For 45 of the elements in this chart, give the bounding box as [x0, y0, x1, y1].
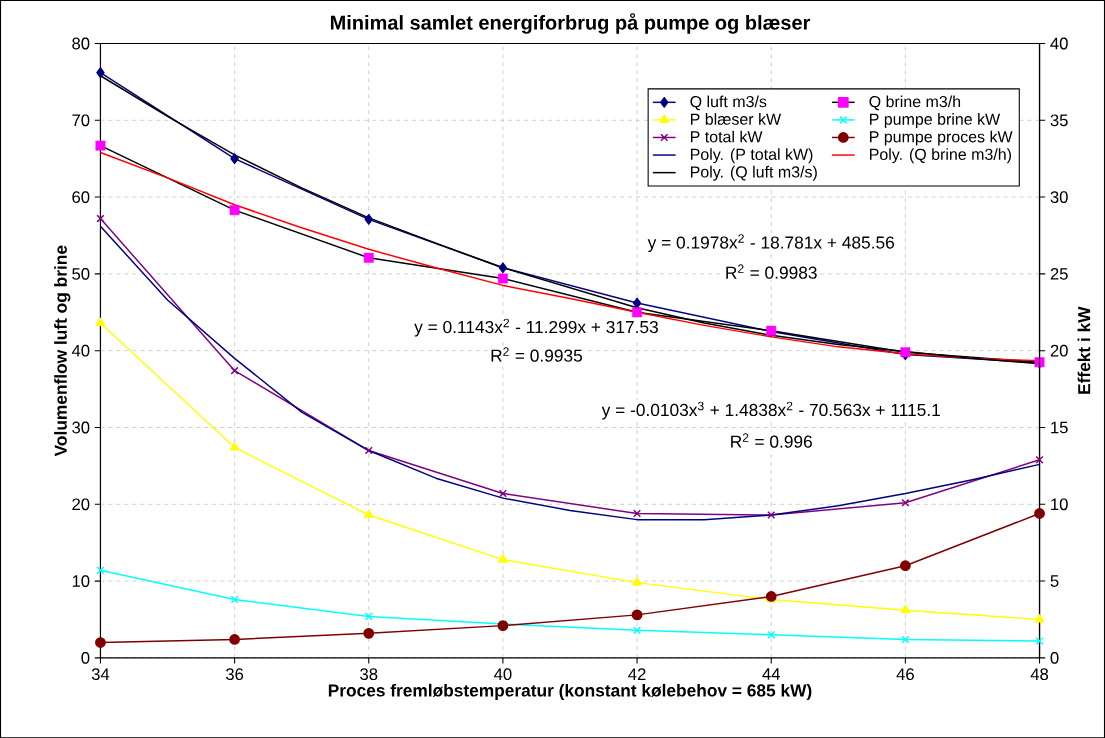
- y-tick-label: 40: [71, 344, 90, 357]
- legend-label: Q luft m3/s: [690, 95, 767, 110]
- y2-tick-label: 30: [1050, 191, 1068, 203]
- y2-tick-label: 5: [1050, 575, 1059, 587]
- y2-tick-label: 10: [1051, 498, 1068, 511]
- x-tick-label: 38: [360, 668, 378, 680]
- y-axis-title: Volumenflow luft og brine: [54, 245, 71, 457]
- annotation: y = 0.1978x$^{2}$ - 18.781x + 485.56: [647, 234, 895, 252]
- y2-tick-label: 15: [1051, 421, 1068, 434]
- x-tick-label: 48: [1030, 668, 1049, 680]
- legend-label: Poly. (Q brine m3/h): [870, 148, 1011, 163]
- x-tick-label: 34: [91, 668, 110, 680]
- legend-label: Poly. (Q luft m3/s): [690, 165, 817, 181]
- annotation: R$^{2}$ = 0.996: [731, 433, 812, 448]
- y2-tick-label: 35: [1050, 114, 1068, 127]
- legend-label: Q brine m3/h: [869, 95, 961, 110]
- y2-tick-label: 20: [1050, 344, 1068, 357]
- y2-tick-label: 25: [1050, 267, 1068, 280]
- chart-title: Minimal samlet energiforbrug på pumpe og blæser: [330, 12, 811, 34]
- x-tick-label: 44: [762, 668, 780, 680]
- y2-tick-label: 0: [1050, 651, 1059, 664]
- y-tick-label: 30: [72, 421, 90, 434]
- y-tick-label: 60: [72, 191, 90, 203]
- annotation: y = 0.1143x$^{2}$ - 11.299x + 317.53: [414, 318, 658, 337]
- annotation: y = -0.0103x$^{3}$ + 1.4838x$^{2}$ - 70.563x + 1115.1: [601, 401, 940, 420]
- legend-label: P pumpe brine kW: [870, 112, 1001, 128]
- y-tick-label: 0: [81, 651, 90, 664]
- y-tick-label: 70: [72, 114, 90, 127]
- x-tick-label: 36: [225, 668, 244, 680]
- legend-label: P pumpe proces kW: [870, 130, 1013, 146]
- y-tick-label: 50: [72, 267, 90, 280]
- y2-tick-label: 40: [1050, 37, 1068, 50]
- annotation: R$^{2}$ = 0.9983: [726, 264, 817, 279]
- y2-axis-title: Effekt i kW: [1077, 306, 1091, 394]
- y-tick-label: 80: [72, 37, 90, 50]
- x-axis-title: Proces fremløbstemperatur (konstant kølebehov = 685 kW): [328, 683, 812, 700]
- x-tick-label: 40: [494, 668, 512, 680]
- annotation: R$^{2}$ = 0.9935: [491, 347, 582, 362]
- y-tick-label: 10: [72, 575, 90, 587]
- x-tick-label: 42: [628, 668, 646, 680]
- legend-label: P blæser kW: [690, 112, 782, 125]
- legend-label: P total kW: [690, 130, 763, 143]
- legend-label: Poly. (P total kW): [690, 148, 813, 163]
- x-tick-label: 46: [896, 668, 914, 680]
- y-tick-label: 20: [72, 498, 90, 511]
